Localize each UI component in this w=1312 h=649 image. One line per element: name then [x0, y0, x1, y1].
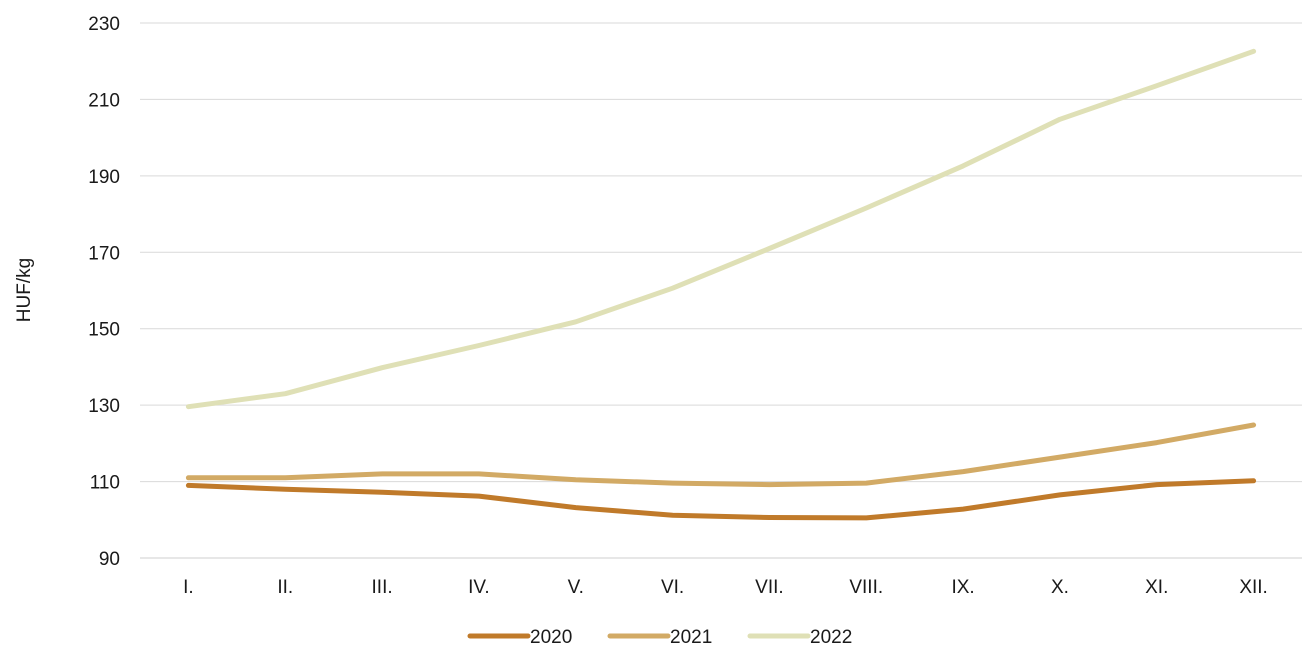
x-tick-label: VII.: [755, 577, 784, 598]
x-tick-label: XII.: [1239, 577, 1268, 598]
series-line-2021: [185, 422, 1257, 488]
y-tick-label: 230: [88, 14, 120, 35]
series-lines: [185, 48, 1257, 521]
legend-label: 2020: [530, 627, 572, 648]
gridlines: [140, 22, 1302, 559]
series-line-2022: [185, 48, 1257, 410]
y-tick-label: 170: [88, 243, 120, 264]
x-tick-label: I.: [183, 577, 194, 598]
y-tick-label: 210: [88, 90, 120, 111]
x-tick-label: VI.: [661, 577, 684, 598]
series-line-2020: [185, 478, 1257, 521]
x-tick-label: VIII.: [849, 577, 883, 598]
y-tick-label: 130: [88, 396, 120, 417]
y-axis-ticks: 90 110 130 150 170 190 210 230: [88, 14, 120, 570]
x-tick-label: IV.: [468, 577, 490, 598]
y-tick-label: 110: [90, 473, 120, 494]
x-tick-label: X.: [1051, 577, 1069, 598]
x-tick-label: XI.: [1145, 577, 1168, 598]
y-tick-label: 190: [88, 167, 120, 188]
x-tick-label: V.: [568, 577, 584, 598]
y-tick-label: 150: [88, 320, 120, 341]
x-tick-label: II.: [277, 577, 293, 598]
y-tick-label: 90: [99, 549, 120, 570]
y-axis-label: HUF/kg: [14, 258, 35, 322]
x-tick-label: III.: [372, 577, 393, 598]
x-axis-ticks: I. II. III. IV. V. VI. VII. VIII. IX. X. XI. XII.: [183, 577, 1268, 598]
legend-label: 2022: [810, 627, 852, 648]
x-tick-label: IX.: [951, 577, 974, 598]
legend-label: 2021: [670, 627, 712, 648]
legend: 2020 2021 2022: [467, 627, 852, 648]
